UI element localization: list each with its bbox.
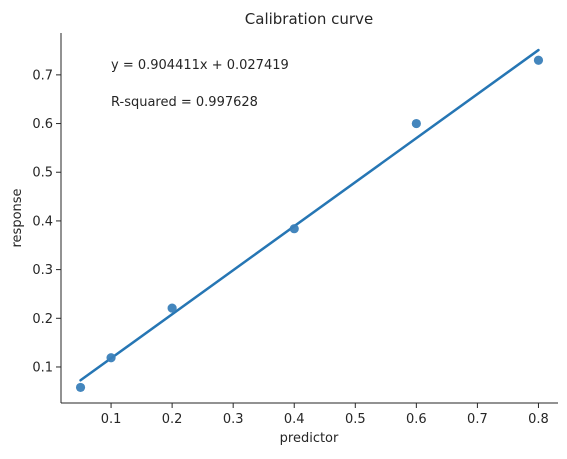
x-tick-label: 0.1 [101, 412, 122, 427]
y-tick-label: 0.2 [32, 312, 53, 327]
y-axis-ticks: 0.1 0.2 0.3 0.4 0.5 0.6 0.7 [32, 68, 61, 375]
chart-title: Calibration curve [245, 10, 373, 28]
y-tick-label: 0.4 [32, 214, 53, 229]
regression-line [79, 48, 540, 382]
x-tick-label: 0.7 [467, 412, 488, 427]
y-tick-label: 0.6 [32, 117, 53, 132]
x-axis-ticks: 0.1 0.2 0.3 0.4 0.5 0.6 0.7 0.8 [101, 403, 549, 427]
y-tick-label: 0.1 [32, 360, 53, 375]
data-point [75, 382, 86, 393]
x-tick-label: 0.6 [406, 412, 427, 427]
data-point [289, 224, 299, 234]
data-point [106, 353, 116, 363]
fit-equation-annotation: y = 0.904411x + 0.027419 [111, 58, 289, 73]
data-point [167, 303, 177, 313]
x-tick-label: 0.4 [284, 412, 305, 427]
y-axis-label: response [10, 188, 25, 247]
r-squared-annotation: R-squared = 0.997628 [111, 95, 258, 110]
x-tick-label: 0.2 [162, 412, 183, 427]
plot-area [75, 48, 544, 393]
data-point [533, 55, 544, 65]
x-tick-label: 0.8 [528, 412, 549, 427]
data-point [411, 118, 421, 129]
x-axis-label: predictor [280, 431, 339, 446]
x-tick-label: 0.3 [223, 412, 244, 427]
y-tick-label: 0.5 [32, 166, 53, 181]
x-tick-label: 0.5 [345, 412, 366, 427]
y-tick-label: 0.3 [32, 263, 53, 278]
y-tick-label: 0.7 [32, 68, 53, 83]
